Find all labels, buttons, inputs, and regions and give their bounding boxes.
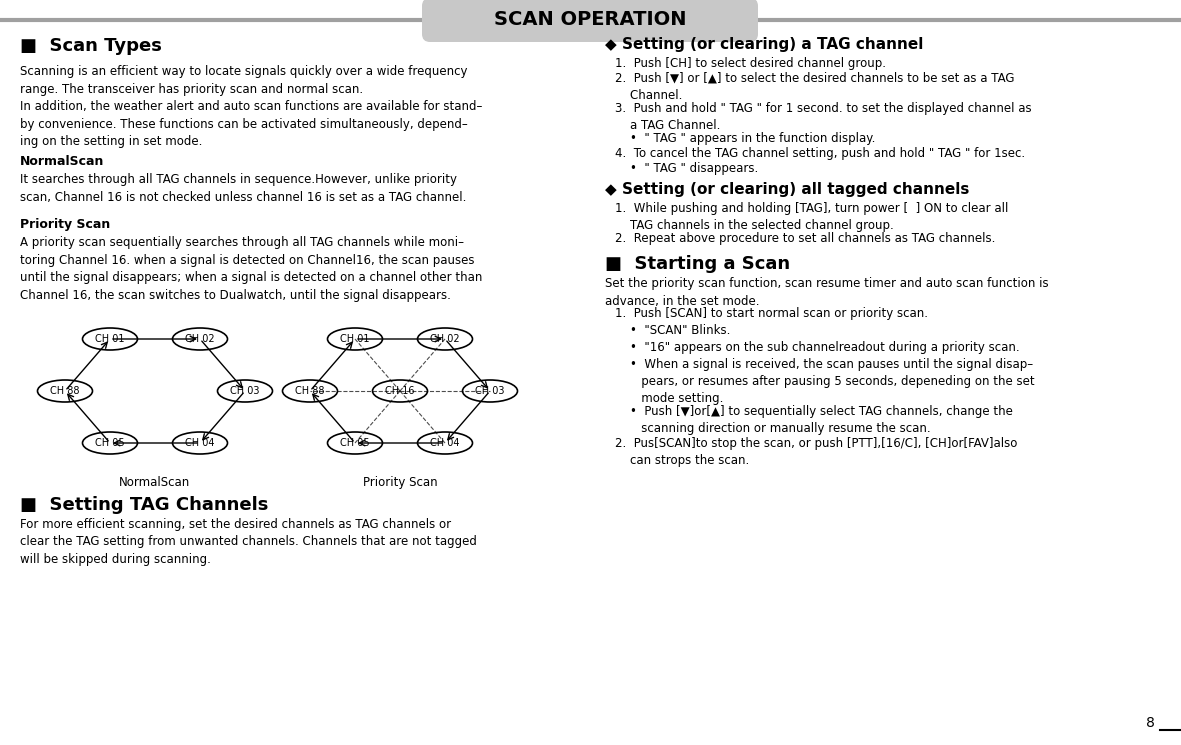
Text: CH 02: CH 02 xyxy=(185,334,215,344)
Text: Set the priority scan function, scan resume timer and auto scan function is
adva: Set the priority scan function, scan res… xyxy=(605,277,1049,308)
Text: 4.  To cancel the TAG channel setting, push and hold " TAG " for 1sec.: 4. To cancel the TAG channel setting, pu… xyxy=(615,147,1025,160)
Text: CH 04: CH 04 xyxy=(185,438,215,448)
Ellipse shape xyxy=(327,432,383,454)
Text: Priority Scan: Priority Scan xyxy=(363,476,437,489)
Ellipse shape xyxy=(172,328,228,350)
Text: 2.  Push [▼] or [▲] to select the desired channels to be set as a TAG
    Channe: 2. Push [▼] or [▲] to select the desired… xyxy=(615,72,1014,102)
Text: 3.  Push and hold " TAG " for 1 second. to set the displayed channel as
    a TA: 3. Push and hold " TAG " for 1 second. t… xyxy=(615,102,1032,132)
Text: CH 16: CH 16 xyxy=(385,386,415,396)
Text: A priority scan sequentially searches through all TAG channels while moni–
torin: A priority scan sequentially searches th… xyxy=(20,236,482,302)
Text: Priority Scan: Priority Scan xyxy=(20,218,110,231)
Text: •  " TAG " disappears.: • " TAG " disappears. xyxy=(615,162,758,175)
Text: 2.  Repeat above procedure to set all channels as TAG channels.: 2. Repeat above procedure to set all cha… xyxy=(615,232,996,245)
Ellipse shape xyxy=(38,380,92,402)
Text: Scanning is an efficient way to locate signals quickly over a wide frequency
ran: Scanning is an efficient way to locate s… xyxy=(20,65,482,148)
Text: It searches through all TAG channels in sequence.However, unlike priority
scan, : It searches through all TAG channels in … xyxy=(20,173,466,203)
Ellipse shape xyxy=(418,328,472,350)
Text: 8: 8 xyxy=(1146,716,1155,730)
Text: CH 04: CH 04 xyxy=(430,438,459,448)
Text: 1.  Push [SCAN] to start normal scan or priority scan.: 1. Push [SCAN] to start normal scan or p… xyxy=(615,307,928,320)
Text: •  Push [▼]or[▲] to sequentially select TAG channels, change the
       scanning: • Push [▼]or[▲] to sequentially select T… xyxy=(615,405,1013,435)
Text: •  When a signal is received, the scan pauses until the signal disap–
       pea: • When a signal is received, the scan pa… xyxy=(615,358,1035,405)
Text: CH 03: CH 03 xyxy=(475,386,504,396)
Ellipse shape xyxy=(217,380,273,402)
Text: ■  Starting a Scan: ■ Starting a Scan xyxy=(605,255,790,273)
Text: NormalScan: NormalScan xyxy=(20,155,104,168)
Ellipse shape xyxy=(327,328,383,350)
Text: NormalScan: NormalScan xyxy=(119,476,190,489)
Text: •  " TAG " appears in the function display.: • " TAG " appears in the function displa… xyxy=(615,132,875,145)
Ellipse shape xyxy=(83,432,137,454)
Text: For more efficient scanning, set the desired channels as TAG channels or
clear t: For more efficient scanning, set the des… xyxy=(20,518,477,566)
Ellipse shape xyxy=(282,380,338,402)
Text: CH 05: CH 05 xyxy=(340,438,370,448)
Text: •  "16" appears on the sub channelreadout during a priority scan.: • "16" appears on the sub channelreadout… xyxy=(615,341,1019,354)
Text: ◆ Setting (or clearing) all tagged channels: ◆ Setting (or clearing) all tagged chann… xyxy=(605,182,970,197)
Text: CH 01: CH 01 xyxy=(340,334,370,344)
Text: CH 05: CH 05 xyxy=(96,438,125,448)
Text: CH 01: CH 01 xyxy=(96,334,125,344)
Text: 1.  Push [CH] to select desired channel group.: 1. Push [CH] to select desired channel g… xyxy=(615,57,886,70)
Text: 1.  While pushing and holding [TAG], turn power [  ] ON to clear all
    TAG cha: 1. While pushing and holding [TAG], turn… xyxy=(615,202,1009,232)
Text: CH 88: CH 88 xyxy=(51,386,80,396)
Text: ■  Setting TAG Channels: ■ Setting TAG Channels xyxy=(20,496,268,514)
Text: ■  Scan Types: ■ Scan Types xyxy=(20,37,162,55)
Text: CH 02: CH 02 xyxy=(430,334,459,344)
FancyBboxPatch shape xyxy=(422,0,758,42)
Ellipse shape xyxy=(463,380,517,402)
Text: CH 03: CH 03 xyxy=(230,386,260,396)
Ellipse shape xyxy=(172,432,228,454)
Text: SCAN OPERATION: SCAN OPERATION xyxy=(494,10,686,28)
Text: 2.  Pus[SCAN]to stop the scan, or push [PTT],[16/C], [CH]or[FAV]also
    can str: 2. Pus[SCAN]to stop the scan, or push [P… xyxy=(615,437,1017,467)
Ellipse shape xyxy=(83,328,137,350)
Ellipse shape xyxy=(372,380,428,402)
Text: CH 88: CH 88 xyxy=(295,386,325,396)
Text: ◆ Setting (or clearing) a TAG channel: ◆ Setting (or clearing) a TAG channel xyxy=(605,37,924,52)
Ellipse shape xyxy=(418,432,472,454)
Text: •  "SCAN" Blinks.: • "SCAN" Blinks. xyxy=(615,324,730,337)
